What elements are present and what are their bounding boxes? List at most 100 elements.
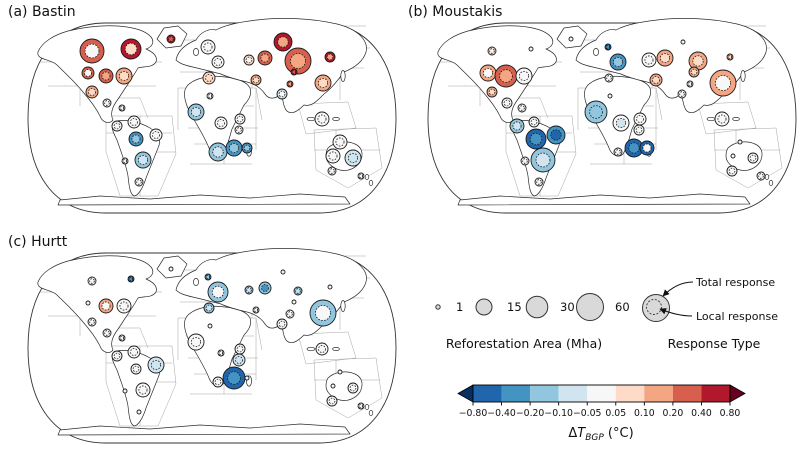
colorbar-tick-label: −0.40 [487, 408, 516, 419]
size-legend-circle [475, 298, 493, 316]
bubble-local [291, 69, 297, 75]
size-legend-value: 60 [615, 300, 630, 314]
bubble-local [358, 173, 364, 179]
bubble-local [168, 36, 174, 42]
bubble-local [130, 118, 138, 126]
bubble-local [214, 378, 222, 386]
bubble-local [690, 68, 698, 76]
bubble-local [728, 167, 736, 175]
bubble-local [636, 115, 644, 123]
bubble-local [628, 142, 640, 154]
bubble-local [119, 335, 125, 341]
colorbar-segment [672, 385, 702, 402]
size-legend-circle [525, 295, 549, 319]
size-legend-circle [576, 293, 604, 321]
bubble-local [207, 93, 213, 99]
size-legend-circle [435, 304, 441, 310]
bubble-local [635, 126, 643, 134]
bubble-total [528, 46, 534, 52]
bubble-local [349, 384, 357, 392]
bubble-total [136, 409, 142, 415]
bubble-local [488, 88, 496, 96]
bubble-local [101, 301, 111, 311]
bubble-local [287, 81, 293, 87]
bubble-local [717, 114, 727, 124]
bubble-local [530, 118, 538, 126]
bubble-local [489, 48, 495, 54]
bubble-total [168, 266, 174, 272]
bubble-local [687, 81, 693, 87]
panel-title-c: (c) Hurtt [8, 234, 68, 250]
bubble-local [335, 137, 345, 147]
colorbar-tick-label: 0.40 [691, 408, 712, 419]
bubble-local [203, 42, 213, 52]
bubble-layer-moustakis [479, 36, 766, 187]
bubble-local [150, 359, 162, 371]
bubble-local [130, 348, 138, 356]
bubble-local [644, 55, 654, 65]
colorbar-segment [615, 385, 645, 402]
bubble-total [607, 93, 613, 99]
colorbar-segment [530, 385, 559, 402]
bubble-local [190, 336, 202, 348]
bubble-local [512, 121, 522, 131]
size-legend-value: 1 [456, 300, 463, 314]
bubble-local [522, 158, 528, 164]
bubble-local [205, 74, 213, 82]
bubble-local [131, 134, 141, 144]
colorbar-segment [501, 385, 531, 402]
bubble-local [518, 70, 530, 82]
bubble-local [328, 397, 336, 405]
bubble-local [652, 76, 660, 84]
bubble-local [318, 345, 326, 353]
bubble-local [236, 115, 244, 123]
size-legend: 1 15 30 60 [435, 293, 630, 321]
panel-bastin: (a) Bastin [0, 0, 400, 230]
bubble-local [136, 179, 142, 185]
total-response-arrow [662, 281, 694, 297]
bubble-local [236, 345, 244, 353]
bubble-local [119, 301, 129, 311]
bubble-total [337, 369, 343, 375]
bubble-local [315, 305, 331, 321]
bubble-local [605, 44, 611, 50]
bubble-local [227, 371, 241, 385]
bubble-local [235, 356, 243, 364]
bubble-local [277, 36, 289, 48]
bubble-local [218, 350, 224, 356]
bubble-local [535, 152, 551, 168]
total-response-label: Total response [695, 276, 775, 289]
bubble-local [260, 53, 270, 63]
bubble-local [503, 99, 511, 107]
colorbar-segment [473, 385, 502, 402]
bubble-local [122, 158, 128, 164]
bubble-local [253, 307, 259, 313]
bubble-total [291, 299, 297, 305]
bubble-local [642, 143, 652, 153]
colorbar-segment [644, 385, 673, 402]
bubble-local [89, 278, 95, 284]
bubble-local [758, 173, 764, 179]
bubble-local [290, 53, 306, 69]
bubble-total [122, 388, 128, 394]
bubble-local [228, 142, 240, 154]
colorbar-arrow-right [729, 384, 746, 403]
bubble-local [358, 403, 364, 409]
bubble-local [287, 311, 293, 317]
bubble-local [589, 105, 603, 119]
bubble-local [101, 71, 111, 81]
bubble-local [615, 117, 627, 129]
bubble-local [659, 52, 671, 64]
bubble-local [190, 106, 202, 118]
bubble-local [211, 285, 225, 299]
colorbar-arrow-left [457, 384, 474, 403]
response-legend-title: Response Type [668, 336, 761, 351]
bubble-local [252, 76, 260, 84]
bubble-layer-hurtt [85, 266, 365, 415]
bubble-local [217, 119, 225, 127]
colorbar-frame [472, 384, 731, 403]
bubble-local [119, 105, 125, 111]
bubble-local [205, 304, 213, 312]
bubble-local [749, 154, 757, 162]
